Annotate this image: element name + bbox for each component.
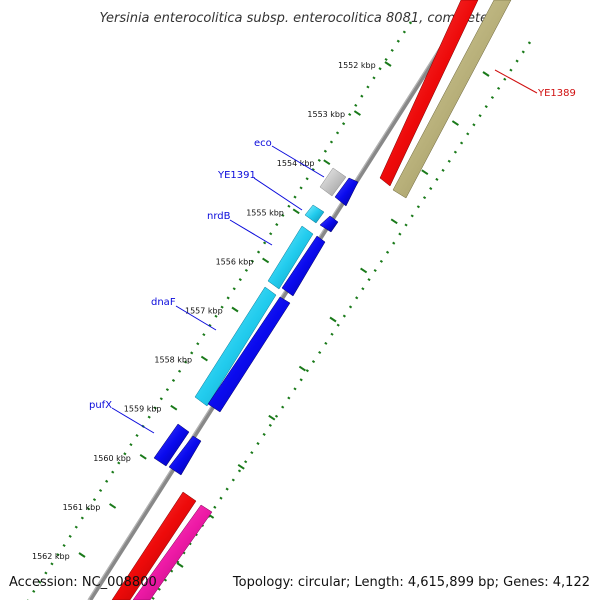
gene-label-YE1389[interactable]: YE1389 — [537, 88, 576, 99]
tick-mark-inner — [139, 453, 147, 460]
feature-eco-forward[interactable] — [334, 177, 359, 207]
tick-mark-outer — [360, 267, 368, 274]
tick-mark-inner — [353, 110, 361, 116]
tick-mark-outer — [451, 120, 459, 126]
leader-eco — [271, 145, 325, 178]
feature-pufX[interactable] — [153, 423, 190, 467]
gene-label-pufX[interactable]: pufX — [89, 400, 112, 411]
feature-YE1389-olive[interactable] — [392, 0, 512, 199]
map-title: Yersinia enterocolitica subsp. enterocol… — [99, 11, 500, 26]
tick-label: 1554 kbp — [277, 159, 315, 168]
accession-label: Accession: NC_008800 — [9, 575, 157, 590]
tick-label: 1560 kbp — [93, 454, 131, 463]
feature-track — [111, 0, 512, 600]
tick-mark-outer — [176, 562, 184, 568]
tick-mark-inner — [78, 552, 86, 558]
tick-labels: 1552 kbp 1553 kbp 1554 kbp 1555 kbp 1556 kbp… — [32, 61, 376, 561]
feature-pufX-forward[interactable] — [168, 435, 202, 476]
feature-YE1389-red[interactable] — [379, 0, 479, 187]
tick-mark-inner — [292, 208, 300, 215]
tick-mark-outer — [329, 316, 337, 323]
feature-YE1391[interactable] — [304, 204, 325, 224]
feature-YE1391-forward[interactable] — [319, 215, 339, 233]
gene-label-YE1391[interactable]: YE1391 — [217, 170, 256, 181]
tick-label: 1557 kbp — [185, 307, 223, 316]
major-ticks — [78, 61, 490, 568]
feature-nrdB-forward[interactable] — [281, 235, 326, 297]
feature-nrdB[interactable] — [267, 225, 314, 290]
tick-label: 1553 kbp — [307, 110, 345, 119]
tick-label: 1562 kbp — [32, 552, 70, 561]
tick-mark-outer — [298, 365, 306, 372]
tick-mark-inner — [109, 503, 117, 509]
tick-mark-inner — [262, 257, 270, 264]
tick-mark-outer — [482, 71, 490, 77]
feature-eco-grey[interactable] — [319, 167, 347, 197]
tick-mark-inner — [323, 159, 331, 166]
leader-YE1391 — [253, 177, 303, 211]
tick-label: 1555 kbp — [246, 208, 284, 217]
tick-mark-outer — [421, 169, 429, 176]
gene-label-eco[interactable]: eco — [254, 138, 272, 149]
tick-label: 1558 kbp — [154, 356, 192, 365]
tick-mark-outer — [268, 414, 276, 421]
feature-dnaF[interactable] — [194, 286, 277, 407]
tick-label: 1561 kbp — [63, 503, 101, 512]
tick-label: 1556 kbp — [216, 257, 254, 266]
leader-dnaF — [175, 305, 217, 331]
tick-track-outer — [150, 41, 532, 600]
gene-label-dnaF[interactable]: dnaF — [151, 297, 176, 308]
gene-labels: eco YE1391 nrdB dnaF pufX YE1389 — [89, 88, 576, 411]
leader-pufX — [111, 407, 155, 434]
tick-mark-inner — [384, 61, 392, 67]
feature-red-lower[interactable] — [111, 491, 197, 600]
tick-label: 1552 kbp — [338, 61, 376, 70]
feature-magenta-lower[interactable] — [132, 504, 213, 600]
gene-label-leaders — [111, 69, 538, 434]
tick-mark-inner — [170, 404, 178, 411]
leader-YE1389 — [494, 69, 538, 94]
gene-label-nrdB[interactable]: nrdB — [207, 211, 231, 222]
tick-mark-outer — [390, 218, 398, 225]
topology-summary: Topology: circular; Length: 4,615,899 bp… — [232, 575, 590, 590]
tick-label: 1559 kbp — [124, 405, 162, 414]
tick-mark-outer — [237, 463, 245, 470]
leader-nrdB — [229, 219, 273, 246]
tick-mark-inner — [200, 355, 208, 362]
feature-dnaF-forward[interactable] — [207, 296, 291, 413]
tick-mark-inner — [231, 306, 239, 313]
